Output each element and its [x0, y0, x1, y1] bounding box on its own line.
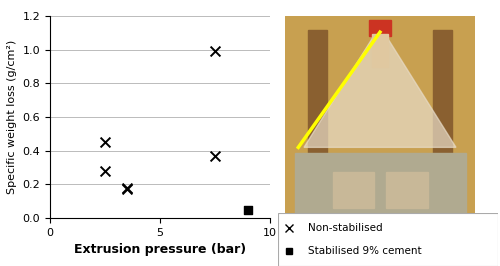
Point — [123, 187, 131, 192]
Point — [123, 186, 131, 190]
Bar — [294, 153, 466, 218]
Bar — [433, 30, 452, 208]
Bar — [368, 20, 392, 36]
Bar — [332, 172, 374, 208]
FancyBboxPatch shape — [278, 213, 498, 266]
Text: Stabilised 9% cement: Stabilised 9% cement — [308, 246, 422, 256]
Point — [101, 169, 109, 173]
Polygon shape — [304, 26, 456, 147]
Point — [244, 207, 252, 212]
Point — [211, 49, 219, 53]
Bar — [308, 30, 327, 208]
Y-axis label: Specific weight loss (g/cm²): Specific weight loss (g/cm²) — [7, 40, 17, 194]
Text: Non-stabilised: Non-stabilised — [308, 223, 383, 233]
Point — [211, 154, 219, 158]
Point — [101, 140, 109, 144]
Bar — [386, 172, 428, 208]
X-axis label: Extrusion pressure (bar): Extrusion pressure (bar) — [74, 243, 246, 256]
Bar — [372, 34, 388, 66]
